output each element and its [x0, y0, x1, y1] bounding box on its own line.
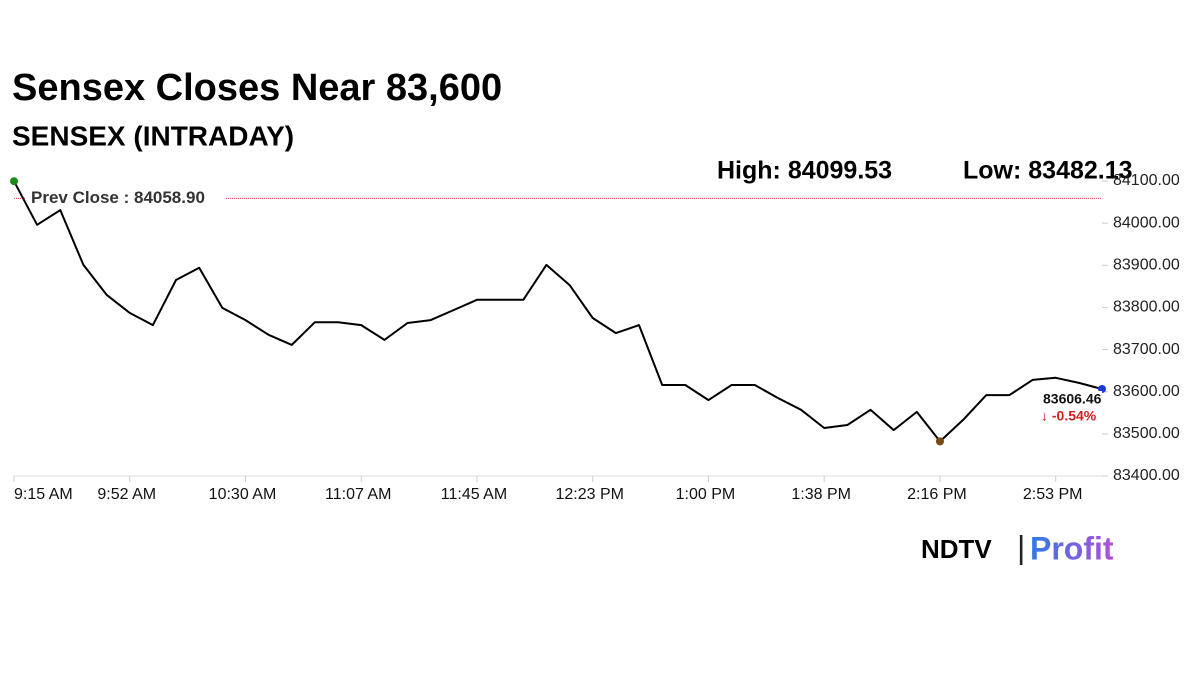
change-label: ↓ -0.54%	[1041, 408, 1097, 424]
y-tick-label: 83600.00	[1113, 383, 1180, 400]
low-label: Low: 83482.13	[963, 157, 1133, 185]
low-marker	[935, 437, 944, 446]
y-tick-label: 83900.00	[1113, 257, 1180, 274]
chart-subtitle: SENSEX (INTRADAY)	[12, 120, 294, 151]
y-tick-label: 83700.00	[1113, 341, 1180, 358]
x-tick-label: 12:23 PM	[555, 486, 623, 503]
y-tick-label: 83800.00	[1113, 299, 1180, 316]
x-tick-label: 11:45 AM	[441, 486, 507, 503]
price-line	[13, 180, 1103, 443]
brand-product: Profit	[1030, 530, 1114, 566]
x-tick-label: 2:16 PM	[907, 486, 967, 503]
x-tick-label: 1:00 PM	[676, 486, 736, 503]
x-tick-label: 11:07 AM	[325, 486, 391, 503]
y-tick-label: 84000.00	[1113, 214, 1180, 231]
brand-separator: |	[1017, 529, 1025, 565]
x-tick-label: 9:52 AM	[97, 486, 156, 503]
open-marker	[10, 177, 18, 186]
last-label-bg	[1040, 390, 1102, 425]
y-tick-label: 84100.00	[1113, 172, 1180, 189]
chart-title: Sensex Closes Near 83,600	[12, 67, 502, 109]
x-tick-label: 2:53 PM	[1023, 486, 1083, 503]
y-tick-label: 83500.00	[1113, 425, 1180, 442]
brand: NDTV	[921, 534, 992, 564]
x-tick-label: 10:30 AM	[209, 486, 277, 503]
last-label: 83606.46	[1043, 391, 1102, 407]
y-tick-label: 83400.00	[1113, 467, 1180, 484]
prev-close-label: Prev Close : 84058.90	[31, 188, 205, 207]
x-tick-label: 9:15 AM	[14, 486, 73, 503]
x-tick-label: 1:38 PM	[791, 486, 851, 503]
high-label: High: 84099.53	[717, 157, 892, 185]
prev-close-bg	[26, 187, 226, 208]
